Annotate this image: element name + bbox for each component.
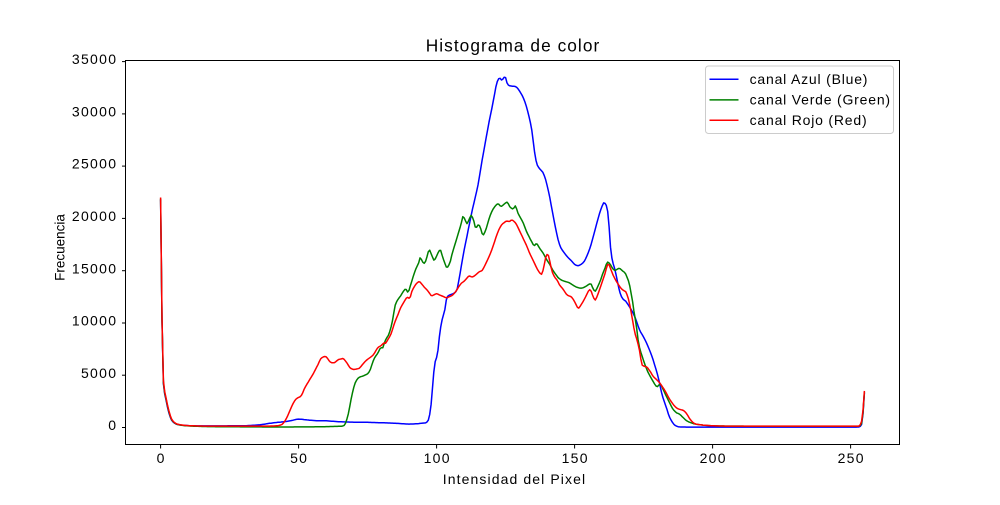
svg-text:20000: 20000	[72, 208, 117, 224]
svg-text:canal Azul (Blue): canal Azul (Blue)	[750, 71, 869, 87]
svg-text:canal Rojo (Red): canal Rojo (Red)	[750, 112, 868, 128]
svg-text:50: 50	[290, 450, 308, 466]
svg-text:10000: 10000	[72, 313, 117, 329]
svg-text:5000: 5000	[81, 365, 117, 381]
svg-text:0: 0	[108, 417, 117, 433]
svg-text:250: 250	[838, 450, 865, 466]
svg-text:25000: 25000	[72, 156, 117, 172]
svg-text:canal Verde (Green): canal Verde (Green)	[750, 92, 891, 108]
svg-text:150: 150	[562, 450, 589, 466]
svg-text:Histograma de color: Histograma de color	[426, 35, 601, 55]
svg-text:200: 200	[700, 450, 727, 466]
svg-text:15000: 15000	[72, 260, 117, 276]
svg-text:Intensidad del Pixel: Intensidad del Pixel	[443, 471, 586, 487]
svg-text:35000: 35000	[72, 51, 117, 67]
svg-text:100: 100	[424, 450, 451, 466]
svg-text:30000: 30000	[72, 104, 117, 120]
svg-text:Frecuencia: Frecuencia	[53, 214, 68, 281]
svg-text:0: 0	[157, 450, 166, 466]
